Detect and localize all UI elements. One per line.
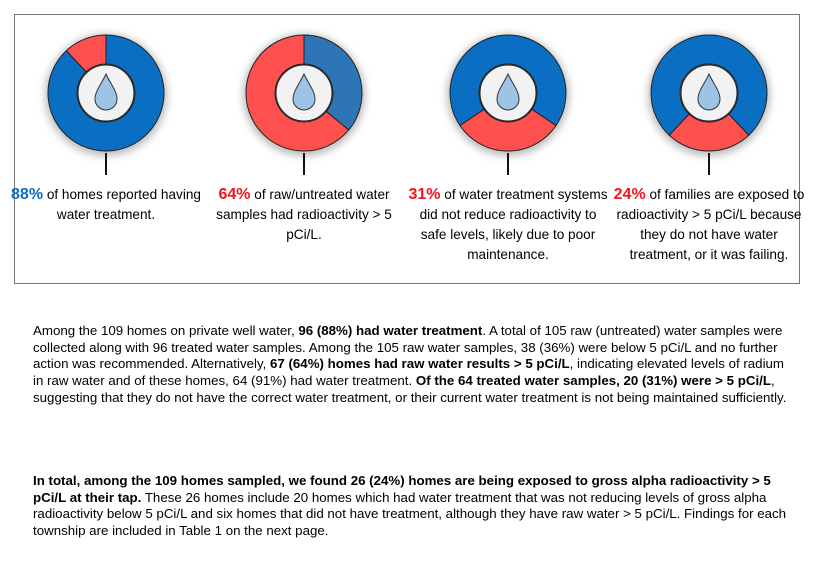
water-drop-icon [697, 72, 721, 111]
stat-caption: 88% of homes reported having water treat… [11, 186, 201, 222]
text-run: These 26 homes include 20 homes which ha… [33, 489, 787, 539]
water-drop-icon [292, 72, 316, 111]
text-run: . A total of 105 raw (untreated) water s… [33, 323, 783, 372]
stat-caption: 64% of raw/untreated water samples had r… [216, 186, 392, 242]
donut-slice-blue [47, 34, 165, 152]
summary-paragraph-2: In total, among the 109 homes sampled, w… [33, 473, 793, 539]
text-run: , suggesting that they do not have the c… [33, 373, 787, 405]
stat-caption: 24% of families are exposed to radioacti… [613, 186, 805, 262]
donut-chart [243, 34, 365, 175]
donut-slice-blue [449, 34, 567, 127]
donut-slice-red [459, 108, 557, 152]
donut-slice-red [245, 34, 350, 152]
bold-text: Of the 64 treated water samples, 20 (31%… [415, 373, 771, 389]
text-run: , indicating elevated levels of radium i… [33, 356, 785, 389]
bold-text: 96 (88%) had water treatment [298, 323, 483, 339]
summary-paragraph-1: Among the 109 homes on private well wate… [33, 323, 793, 406]
donut-chart [648, 34, 770, 175]
bold-text: 67 (64%) homes had raw water results > 5… [270, 356, 570, 372]
bold-text: In total, among the 109 homes sampled, w… [33, 473, 771, 505]
stat-caption: 31% of water treatment systems did not r… [408, 186, 608, 262]
water-drop-icon [496, 72, 520, 111]
donut-slice-blue [650, 34, 768, 136]
donut-chart [45, 34, 167, 175]
donut-slice-red [65, 34, 107, 73]
infographic-panel: 88% of homes reported having water treat… [11, 14, 804, 284]
donut-chart [447, 34, 569, 175]
text-run: Among the 109 homes on private well wate… [33, 323, 299, 339]
water-drop-icon [94, 72, 118, 111]
donut-slice-blue [303, 34, 363, 131]
donut-slice-red [668, 113, 750, 152]
